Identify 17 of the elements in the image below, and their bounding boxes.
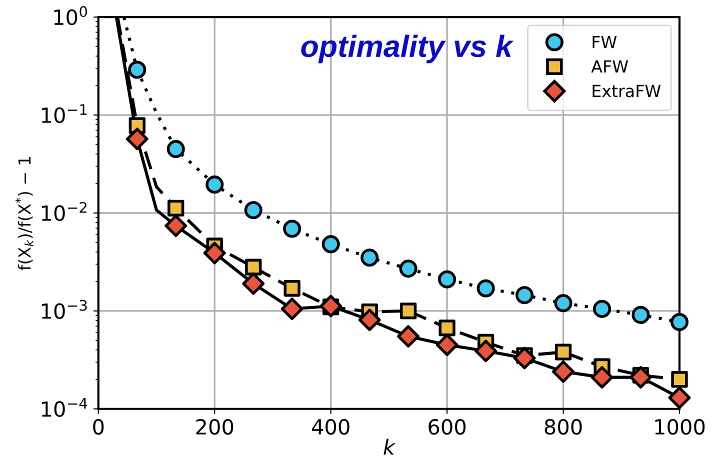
x-tick-label: 200	[196, 418, 234, 435]
text: optimality vs k	[301, 34, 514, 64]
y-tick-label: 10$^{0}$	[54, 6, 88, 26]
legend-label: AFW	[591, 60, 628, 73]
x-axis-title: k	[384, 438, 396, 455]
x-tick-label: 0	[93, 418, 104, 435]
legend-label: ExtraFW	[592, 84, 661, 98]
y-axis-title: f(X$_{k}$)/f(X$^{*}$) − 1	[16, 157, 34, 270]
x-tick-label: 600	[428, 418, 466, 435]
y-tick-label: 10$^{−1}$	[42, 104, 87, 124]
legend-label: FW	[592, 36, 617, 48]
x-tick-label: 800	[544, 418, 582, 435]
x-tick-label: 1000	[655, 418, 705, 435]
x-tick-label: 400	[312, 418, 350, 435]
y-tick-label: 10$^{−3}$	[42, 300, 87, 319]
y-tick-label: 10$^{−4}$	[42, 398, 88, 417]
y-tick-label: 10$^{−2}$	[42, 202, 86, 222]
